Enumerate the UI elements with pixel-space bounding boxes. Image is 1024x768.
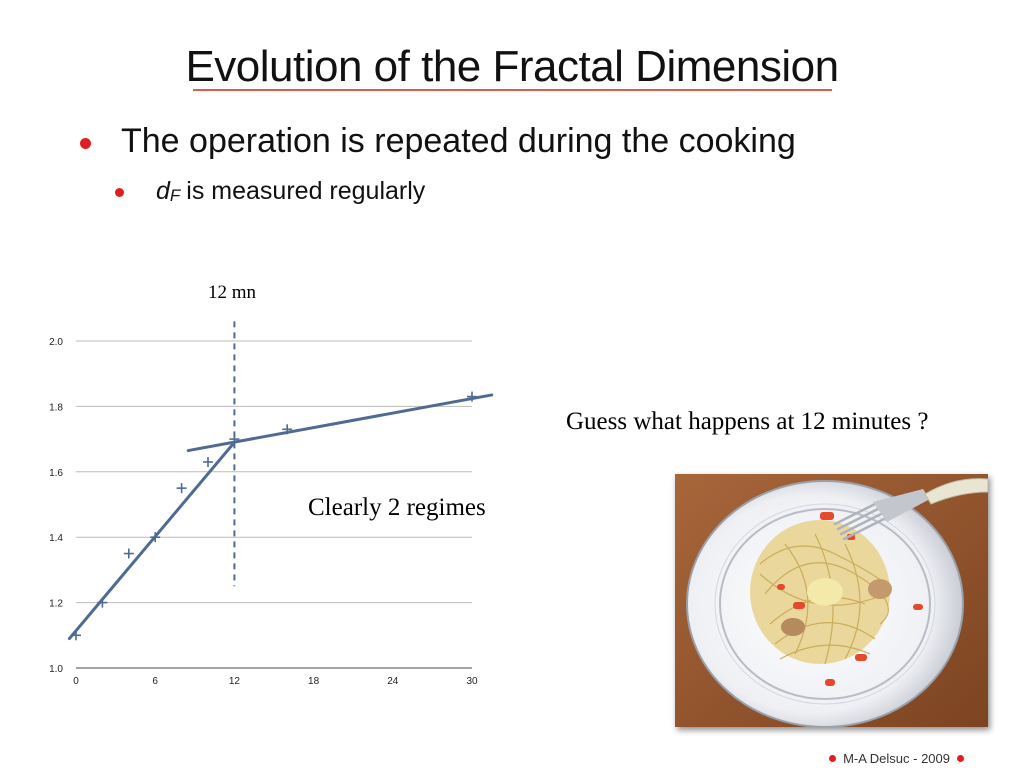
data-point bbox=[97, 597, 108, 608]
data-point bbox=[71, 630, 81, 641]
footer-dot bbox=[957, 755, 964, 762]
y-tick-label: 1.0 bbox=[49, 664, 63, 675]
bullet-main: The operation is repeated during the coo… bbox=[80, 122, 796, 161]
footer-dot bbox=[829, 755, 837, 762]
footer-text: M-A Delsuc - 2009 bbox=[843, 751, 950, 766]
y-tick-label: 1.4 bbox=[49, 533, 63, 544]
x-tick-label: 18 bbox=[308, 676, 320, 687]
bullet-dot bbox=[115, 188, 124, 197]
data-point bbox=[176, 483, 187, 494]
regimes-annotation: Clearly 2 regimes bbox=[308, 494, 486, 521]
spaghetti-photo bbox=[675, 474, 988, 727]
x-tick-label: 6 bbox=[152, 676, 158, 687]
vline-annotation: 12 mn bbox=[208, 282, 257, 303]
title-underline bbox=[193, 89, 832, 91]
y-tick-label: 1.2 bbox=[49, 599, 63, 610]
y-tick-label: 2.0 bbox=[49, 337, 63, 348]
fit-line-2 bbox=[186, 393, 494, 453]
data-point bbox=[467, 391, 477, 402]
question-text: Guess what happens at 12 minutes ? bbox=[566, 408, 929, 435]
x-tick-label: 24 bbox=[387, 676, 399, 687]
x-tick-label: 0 bbox=[73, 676, 79, 687]
bullet-main-text: The operation is repeated during the coo… bbox=[121, 122, 796, 160]
data-point bbox=[203, 456, 213, 467]
data-point bbox=[229, 434, 240, 445]
data-point bbox=[150, 532, 161, 543]
df-symbol: d bbox=[156, 177, 170, 205]
x-tick-label: 12 bbox=[229, 676, 241, 687]
slide-title: Evolution of the Fractal Dimension bbox=[185, 42, 839, 91]
bullet-dot bbox=[80, 138, 91, 149]
data-point bbox=[123, 548, 134, 559]
footer: M-A Delsuc - 2009 bbox=[822, 751, 971, 766]
x-tick-label: 30 bbox=[466, 676, 478, 687]
data-point bbox=[282, 424, 293, 435]
df-subscript: F bbox=[169, 185, 181, 205]
y-tick-label: 1.6 bbox=[49, 468, 63, 479]
y-tick-label: 1.8 bbox=[49, 402, 63, 413]
fit-line-1 bbox=[67, 440, 236, 641]
bullet-sub-text: is measured regularly bbox=[186, 177, 426, 205]
